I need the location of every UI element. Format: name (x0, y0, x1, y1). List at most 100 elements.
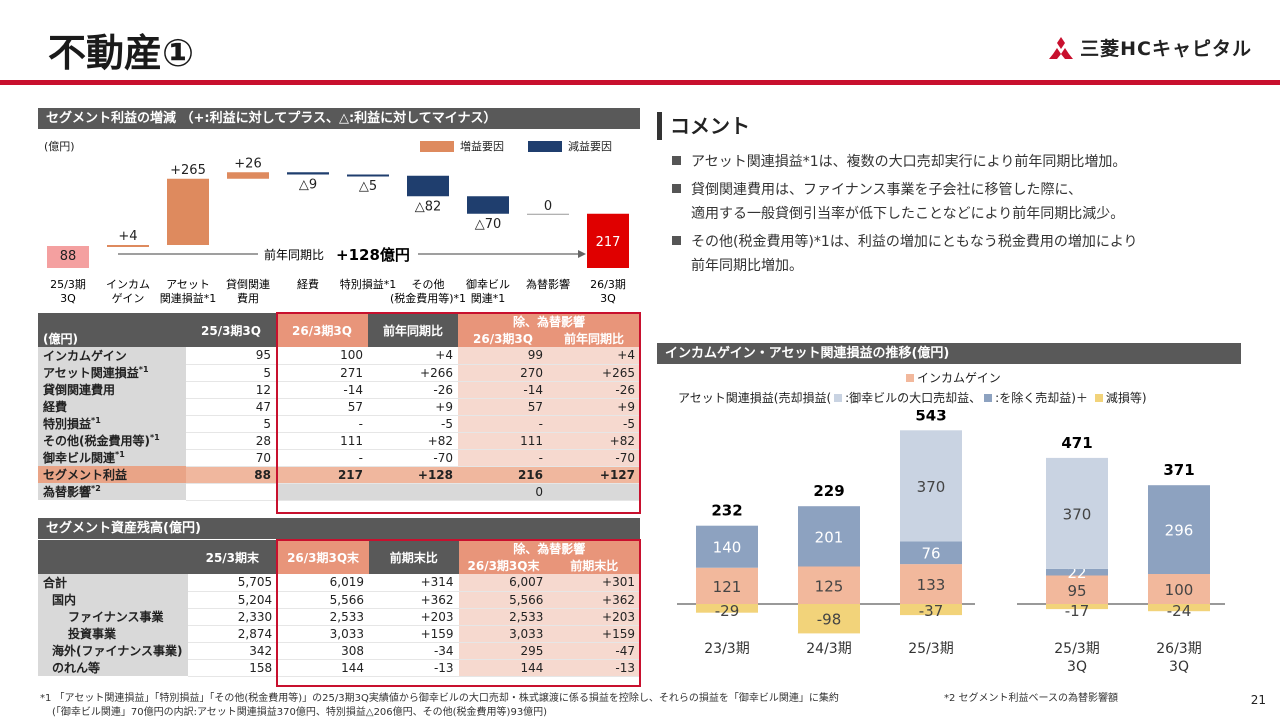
comment-bullet-3: その他(税金費用等)*1は、利益の増加にともなう税金費用の増加により 前年同期比… (672, 230, 1138, 278)
asset-table-header: セグメント資産残高(億円) (38, 518, 640, 539)
waterfall-label2-6: (税金費用等)*1 (390, 291, 466, 305)
stack-impair-value-0: -29 (715, 602, 740, 620)
stack-seg-1-2 (900, 541, 962, 565)
stack-value-2-3: 370 (1063, 505, 1092, 523)
row-label: 特別損益*1 (38, 415, 186, 432)
asset-prev: 5,705 (187, 574, 278, 592)
stack-cat-label-2: 25/3期 (908, 641, 953, 657)
yoy-arrow-head (578, 250, 586, 258)
row-label: その他(税金費用等)*1 (38, 432, 186, 449)
stack-value-0-1: 125 (815, 577, 844, 595)
stack-legend-2: アセット関連損益(売却損益( :御幸ビルの大口売却益、 :を除く売却益)＋ 減損… (678, 391, 1147, 405)
prev-value: 88 (186, 466, 276, 484)
profit-row: アセット関連損益*1 5 271 +266 270 +265 (38, 364, 640, 382)
stack-cat-label2-3: 3Q (1067, 659, 1087, 675)
ex-cur-value: -14 (458, 381, 548, 399)
profit-table-header-row: (億円) 25/3期3Q 26/3期3Q 前年同期比 除、為替影響 (38, 313, 640, 347)
asset-col-prev: 25/3期末 (187, 540, 278, 574)
stack-impair-3 (1046, 604, 1108, 610)
prev-value: 12 (186, 381, 276, 399)
asset-col-ex-diff: 前期末比 (548, 557, 640, 574)
asset-diff: +159 (368, 625, 459, 643)
asset-prev: 2,874 (187, 625, 278, 643)
waterfall-value-0: 88 (60, 249, 77, 264)
col-ex-yoy: 前年同期比 (548, 330, 640, 347)
asset-label: のれん等 (38, 659, 188, 676)
waterfall-bar-7 (467, 196, 509, 214)
asset-col-diff: 前期末比 (368, 540, 459, 574)
page-title: 不動産① (48, 31, 195, 75)
three-diamonds-icon (1049, 36, 1074, 59)
stack-total-3: 471 (1061, 434, 1092, 452)
ex-yoy-value: -26 (548, 381, 640, 399)
ex-yoy-value: +265 (548, 364, 640, 382)
asset-cur: 5,566 (277, 591, 369, 609)
asset-ex_diff: -13 (548, 659, 640, 677)
stack-impair-value-1: -98 (817, 611, 842, 629)
waterfall-bar-8 (527, 213, 569, 215)
ex-cur-value: 0 (458, 483, 548, 501)
legend-decrease-swatch (528, 140, 562, 152)
footnote-1b: (「御幸ビル関連」70億円の内訳:アセット関連損益370億円、特別損益△206億… (52, 707, 548, 718)
row-label: セグメント利益 (38, 466, 186, 483)
asset-cur: 144 (277, 659, 369, 677)
stack-seg-0-3 (1046, 575, 1108, 604)
waterfall-bar-4 (287, 172, 329, 175)
asset-cur: 2,533 (277, 608, 369, 626)
waterfall-value-5: △5 (359, 179, 377, 194)
stack-cat-label2-4: 3Q (1169, 659, 1189, 675)
stack-chart-header: インカムゲイン・アセット関連損益の推移(億円) (657, 343, 1241, 364)
legend-increase-label: 増益要因 (460, 140, 504, 153)
legend-sale-swatch (984, 393, 993, 402)
stack-impair-0 (696, 604, 758, 613)
asset-cur: 3,033 (277, 625, 369, 643)
prev-value: 95 (186, 347, 276, 365)
asset-label: 国内 (38, 591, 188, 608)
stack-value-2-2: 370 (917, 478, 946, 496)
stack-seg-1-3 (1046, 568, 1108, 576)
waterfall-label-2: アセット (166, 278, 210, 291)
asset-prev: 2,330 (187, 608, 278, 626)
ex-yoy-value (548, 483, 640, 501)
stack-cat-label-3: 25/3期 (1054, 641, 1099, 657)
asset-ex_diff: +362 (548, 591, 640, 609)
asset-label: 投資事業 (38, 625, 188, 642)
cur-value: - (276, 415, 368, 433)
stack-impair-value-2: -37 (919, 602, 944, 620)
asset-row: 合計 5,705 6,019 +314 6,007 +301 (38, 574, 640, 592)
cur-value: 57 (276, 398, 368, 416)
ex-cur-value: - (458, 415, 548, 433)
yoy-value: +4 (368, 347, 458, 365)
segment-asset-table: 25/3期末 26/3期3Q末 前期末比 除、為替影響 26/3期3Q末 前期末… (38, 540, 640, 677)
yoy-value: +266 (368, 364, 458, 382)
row-label: インカムゲイン (38, 347, 186, 364)
stack-total-1: 229 (813, 482, 844, 500)
ex-yoy-value: +9 (548, 398, 640, 416)
asset-ex_diff: +159 (548, 625, 640, 643)
stack-impair-4 (1148, 604, 1210, 612)
prev-value: 47 (186, 398, 276, 416)
stack-impair-1 (798, 604, 860, 634)
bullet-square-icon (672, 236, 681, 245)
ex-cur-value: 57 (458, 398, 548, 416)
asset-ex_diff: +203 (548, 608, 640, 626)
waterfall-label2-0: 3Q (60, 292, 76, 305)
asset-diff: +314 (368, 574, 459, 592)
cur-value (276, 483, 368, 501)
cur-value: 217 (276, 466, 368, 484)
cur-value: -14 (276, 381, 368, 399)
waterfall-bar-6 (407, 175, 449, 197)
stack-value-1-1: 201 (815, 528, 844, 546)
asset-prev: 342 (187, 642, 278, 660)
waterfall-bar-5 (347, 174, 389, 177)
bullet-square-icon (672, 156, 681, 165)
waterfall-label2-7: 関連*1 (471, 291, 506, 305)
stack-seg-1-1 (798, 506, 860, 567)
col-prev: 25/3期3Q (186, 313, 276, 347)
cur-value: 271 (276, 364, 368, 382)
stack-seg-1-0 (696, 525, 758, 568)
asset-label: 海外(ファイナンス事業) (38, 642, 188, 659)
stack-seg-0-2 (900, 564, 962, 604)
legend-decrease-label: 減益要因 (568, 140, 612, 153)
comment-bullet-1: アセット関連損益*1は、複数の大口売却実行により前年同期比増加。 (672, 150, 1126, 174)
